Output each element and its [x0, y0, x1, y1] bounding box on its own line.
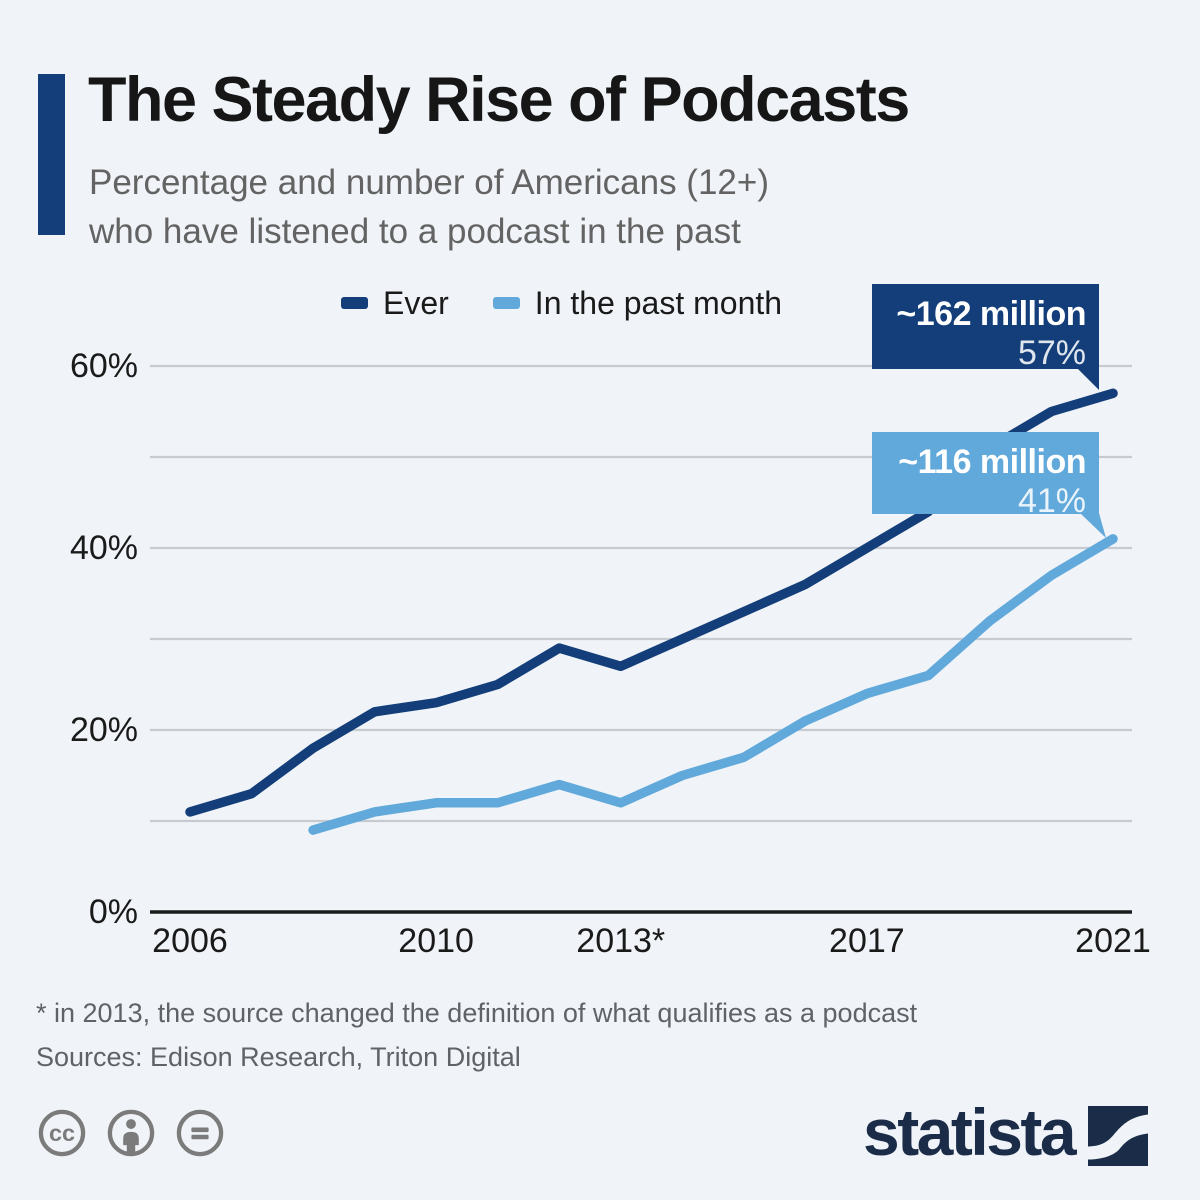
statista-wordmark: statista [863, 1095, 1077, 1169]
title-accent-bar [38, 74, 65, 235]
legend-label-past-month: In the past month [534, 284, 783, 321]
callout-ever-percent: 57% [1017, 334, 1086, 372]
legend-swatch-ever [341, 297, 368, 309]
legend-item-ever: Ever [341, 285, 449, 321]
y-tick-label: 20% [69, 711, 138, 749]
callout-ever-value: ~162 million [896, 295, 1086, 333]
subtitle-line-1: Percentage and number of Americans (12+) [89, 163, 769, 202]
no-derivatives-icon[interactable] [175, 1108, 225, 1158]
y-tick-label: 40% [69, 529, 138, 567]
legend-swatch-past-month [492, 297, 520, 309]
legend-item-past-month: In the past month [492, 284, 783, 321]
statista-logo[interactable]: statista [863, 1095, 1149, 1169]
attribution-icon[interactable] [106, 1108, 156, 1158]
legend-label-ever: Ever [383, 284, 449, 321]
x-tick-label: 2010 [398, 922, 474, 960]
footnote: * in 2013, the source changed the defini… [36, 998, 918, 1028]
callout-past-month-percent: 41% [1017, 482, 1086, 520]
x-tick-label: 2013* [576, 922, 666, 960]
cc-license-badges[interactable]: cc [37, 1108, 225, 1158]
chart-legend: Ever In the past month [341, 285, 782, 321]
page-title: The Steady Rise of Podcasts [88, 65, 910, 135]
callout-past-month: ~116 million 41% [872, 432, 1099, 520]
subtitle-line-2: who have listened to a podcast in the pa… [89, 212, 741, 251]
sources: Sources: Edison Research, Triton Digital [36, 1042, 521, 1072]
callout-tail [1078, 369, 1099, 390]
statista-logo-mark-icon [1088, 1106, 1149, 1166]
chart-subtitle: Percentage and number of Americans (12+)… [89, 158, 769, 256]
y-tick-label: 60% [69, 347, 138, 385]
x-tick-label: 2006 [152, 922, 228, 960]
series-line-in-the-past-month [308, 534, 1118, 835]
callout-tail [1080, 513, 1106, 538]
x-tick-label: 2021 [1075, 922, 1151, 960]
y-tick-label: 0% [88, 893, 138, 931]
svg-text:cc: cc [49, 1120, 75, 1146]
x-tick-label: 2017 [829, 922, 905, 960]
callout-past-month-value: ~116 million [898, 443, 1086, 481]
cc-icon[interactable]: cc [37, 1108, 87, 1158]
callout-ever: ~162 million 57% [872, 284, 1099, 372]
